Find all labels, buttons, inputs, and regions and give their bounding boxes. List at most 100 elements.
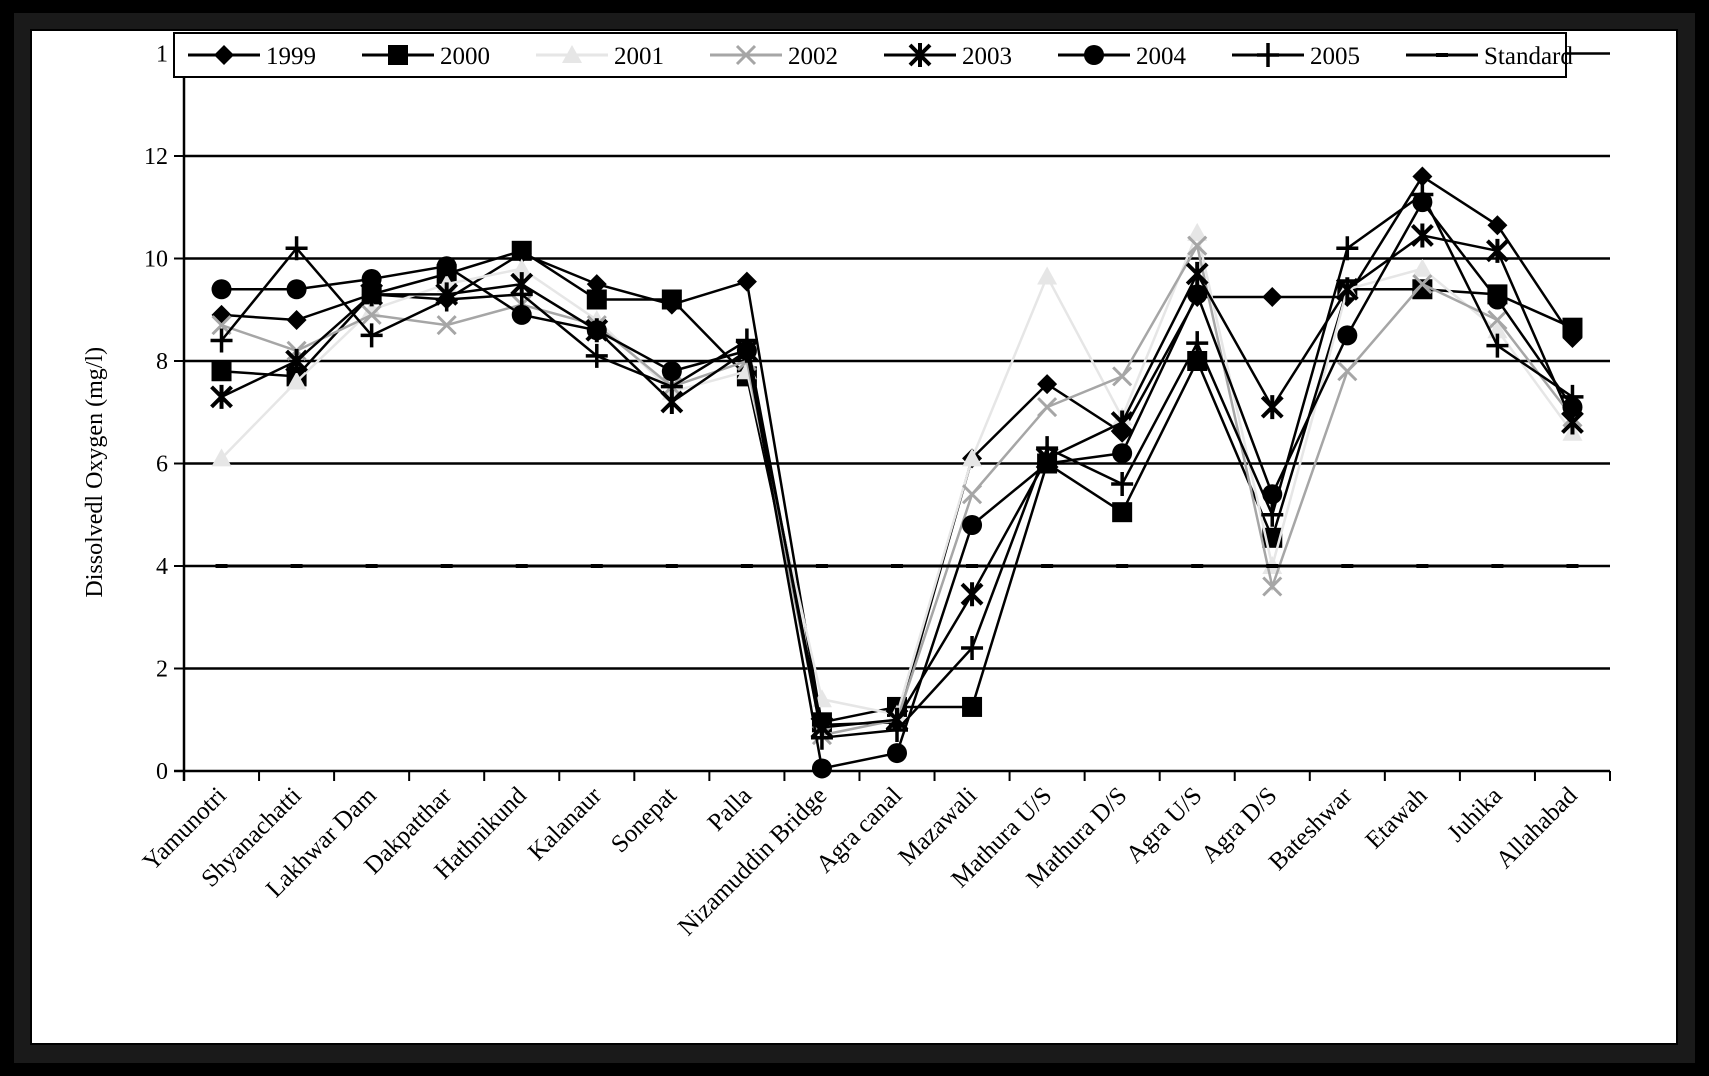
data-point xyxy=(286,371,307,390)
data-point xyxy=(1562,317,1583,338)
data-point xyxy=(815,564,828,568)
legend-item-2002: 2002 xyxy=(710,43,838,70)
data-point xyxy=(1187,222,1208,241)
data-point xyxy=(811,758,832,779)
data-point xyxy=(1486,333,1509,358)
data-point xyxy=(661,289,682,310)
data-point xyxy=(585,343,608,368)
data-point xyxy=(736,271,757,292)
data-point xyxy=(1566,564,1579,568)
data-point xyxy=(1037,266,1058,285)
data-point xyxy=(286,279,307,300)
data-point xyxy=(1037,397,1058,418)
x-tick-label: Palla xyxy=(703,782,757,836)
legend-marker xyxy=(1084,45,1104,65)
x-tick-label: Agra U/S xyxy=(1121,782,1207,868)
x-tick-label: Sonepat xyxy=(606,782,682,858)
data-point xyxy=(211,279,232,300)
data-point xyxy=(1111,472,1134,496)
data-point xyxy=(1411,182,1434,207)
legend-marker xyxy=(735,44,757,66)
series-lines xyxy=(210,166,1584,779)
data-point xyxy=(211,361,232,382)
x-tick-label: Etawah xyxy=(1361,782,1433,854)
data-point xyxy=(1261,502,1284,527)
data-point xyxy=(810,725,833,750)
data-point xyxy=(511,304,532,325)
legend-item-standard: Standard xyxy=(1406,43,1573,70)
data-point xyxy=(1491,564,1504,568)
y-tick-label: 1 xyxy=(156,42,168,68)
data-point xyxy=(590,564,603,568)
data-point xyxy=(1337,325,1358,346)
data-point xyxy=(1185,261,1209,286)
series-1999 xyxy=(211,166,1583,735)
data-point xyxy=(440,564,453,568)
legend-marker xyxy=(562,45,582,63)
series-line xyxy=(221,242,1574,737)
legend: 1999 2000 2001 2002 2003 2004 2005 Standard xyxy=(173,32,1573,78)
series-standard xyxy=(215,564,1579,568)
data-point xyxy=(1412,166,1433,187)
data-point xyxy=(586,289,607,310)
data-point xyxy=(286,310,307,330)
legend-item-2001: 2001 xyxy=(536,43,664,70)
x-tick-label: Juhika xyxy=(1442,782,1507,847)
y-tick-label: 6 xyxy=(156,452,168,478)
data-point xyxy=(586,320,607,341)
legend-marker xyxy=(214,45,234,65)
y-tick-label: 10 xyxy=(144,247,168,273)
data-point xyxy=(740,564,753,568)
legend-marker xyxy=(1436,53,1448,57)
data-point xyxy=(511,240,532,261)
legend-label: 2005 xyxy=(1310,43,1360,70)
data-point xyxy=(1041,564,1054,568)
data-point xyxy=(1186,331,1209,356)
data-point xyxy=(360,323,383,348)
data-point xyxy=(962,448,983,467)
legend-marker xyxy=(1257,43,1279,67)
data-point xyxy=(361,304,382,325)
data-point xyxy=(1037,374,1058,395)
line-chart: 0 2 4 6 8 10 12 1 YamunotriShyanachattiLakhwar … xyxy=(82,32,1611,941)
legend-marker xyxy=(908,43,932,67)
legend-label: 2004 xyxy=(1136,43,1187,70)
data-point xyxy=(961,484,983,505)
legend-label: 2000 xyxy=(440,43,490,70)
legend-marker xyxy=(388,45,408,65)
data-point xyxy=(1335,277,1359,302)
data-point xyxy=(1486,238,1509,263)
axes xyxy=(174,52,1611,781)
data-point xyxy=(1412,258,1433,277)
data-point xyxy=(435,287,458,312)
data-point xyxy=(960,582,984,607)
legend-label: Standard xyxy=(1484,43,1573,70)
data-point xyxy=(215,564,228,568)
data-point xyxy=(1262,286,1283,307)
legend-item-2000: 2000 xyxy=(362,43,490,70)
data-point xyxy=(1036,436,1059,461)
data-point xyxy=(285,236,308,261)
data-point xyxy=(1561,384,1584,409)
series-line xyxy=(220,192,1574,740)
data-point xyxy=(661,361,682,382)
data-point xyxy=(1410,223,1434,248)
y-tick-label: 4 xyxy=(156,554,168,580)
data-point xyxy=(1412,279,1433,300)
data-point xyxy=(1337,361,1358,382)
legend-item-1999: 1999 xyxy=(188,43,316,70)
series-line xyxy=(220,228,1574,717)
data-point xyxy=(966,564,979,568)
data-point xyxy=(1336,236,1359,261)
data-point xyxy=(511,258,532,277)
data-point xyxy=(1260,395,1284,420)
data-point xyxy=(887,743,907,764)
data-point xyxy=(1110,410,1134,435)
data-point xyxy=(1487,309,1508,331)
data-point xyxy=(1341,564,1354,568)
y-tick-label: 8 xyxy=(156,349,168,375)
y-tick-label: 2 xyxy=(156,657,168,683)
data-point xyxy=(365,564,378,568)
legend-item-2005: 2005 xyxy=(1232,43,1360,70)
data-point xyxy=(660,374,683,399)
